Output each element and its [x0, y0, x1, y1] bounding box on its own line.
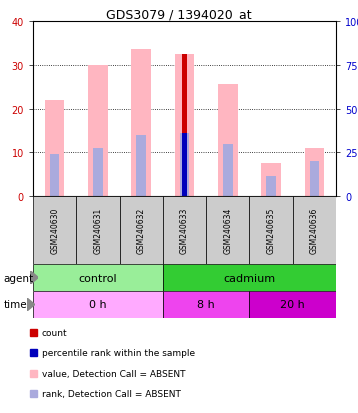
Bar — [30, 390, 37, 397]
Text: value, Detection Call = ABSENT: value, Detection Call = ABSENT — [42, 369, 185, 378]
Bar — [218, 85, 237, 197]
Bar — [33, 264, 163, 291]
Bar — [163, 264, 336, 291]
Bar — [182, 133, 187, 197]
Text: 0 h: 0 h — [89, 300, 107, 310]
Bar — [33, 197, 76, 264]
Bar — [163, 197, 206, 264]
Bar — [223, 144, 233, 197]
Bar — [266, 177, 276, 197]
Bar — [30, 349, 37, 356]
Bar — [131, 50, 151, 197]
Text: agent: agent — [4, 273, 34, 283]
Text: count: count — [42, 328, 68, 337]
Text: GDS3079 / 1394020_at: GDS3079 / 1394020_at — [106, 8, 252, 21]
Bar — [250, 197, 293, 264]
Bar — [206, 197, 250, 264]
Text: 8 h: 8 h — [197, 300, 215, 310]
Bar — [180, 133, 189, 197]
Bar — [93, 149, 103, 197]
Text: control: control — [79, 273, 117, 283]
Bar — [88, 66, 108, 197]
Bar — [293, 197, 336, 264]
Bar — [261, 164, 281, 197]
Bar — [182, 55, 187, 197]
Text: GSM240632: GSM240632 — [137, 207, 146, 254]
Text: cadmium: cadmium — [223, 273, 276, 283]
Bar — [175, 55, 194, 197]
Text: percentile rank within the sample: percentile rank within the sample — [42, 349, 195, 357]
Text: GSM240630: GSM240630 — [50, 207, 59, 254]
Text: GSM240634: GSM240634 — [223, 207, 232, 254]
Text: GSM240633: GSM240633 — [180, 207, 189, 254]
Text: GSM240631: GSM240631 — [93, 207, 102, 254]
Text: 20 h: 20 h — [280, 300, 305, 310]
Bar — [30, 329, 37, 336]
Polygon shape — [30, 271, 38, 285]
Bar — [50, 155, 59, 197]
Bar — [33, 291, 163, 318]
Text: GSM240636: GSM240636 — [310, 207, 319, 254]
Text: rank, Detection Call = ABSENT: rank, Detection Call = ABSENT — [42, 389, 181, 398]
Bar — [310, 161, 319, 197]
Bar — [76, 197, 120, 264]
Bar — [120, 197, 163, 264]
Polygon shape — [27, 298, 35, 311]
Bar — [163, 291, 250, 318]
Text: GSM240635: GSM240635 — [267, 207, 276, 254]
Bar — [136, 135, 146, 197]
Text: time: time — [4, 300, 27, 310]
Bar — [30, 370, 37, 377]
Bar — [305, 149, 324, 197]
Bar — [45, 100, 64, 197]
Bar — [250, 291, 336, 318]
